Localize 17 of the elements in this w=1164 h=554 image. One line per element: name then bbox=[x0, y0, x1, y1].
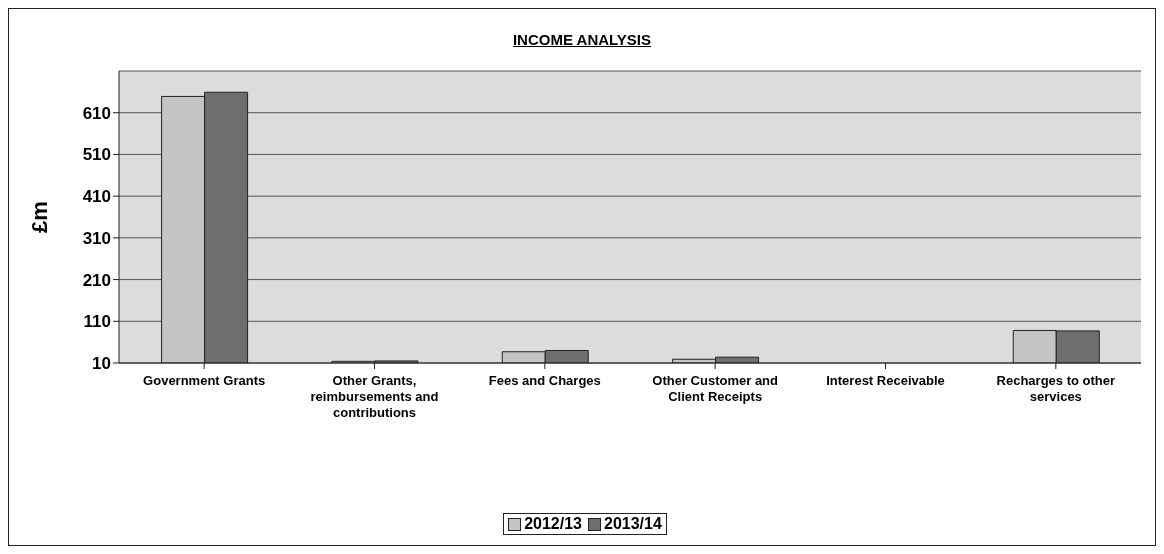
legend-label: 2013/14 bbox=[603, 515, 662, 533]
x-tick-label: Government Grants bbox=[143, 373, 266, 388]
y-tick-label: 210 bbox=[82, 270, 111, 290]
y-axis-title: £m bbox=[26, 201, 52, 233]
chart-title: INCOME ANALYSIS bbox=[511, 30, 653, 50]
y-tick-label: 310 bbox=[82, 228, 111, 248]
legend-label: 2012/13 bbox=[523, 515, 582, 533]
x-tick-label: Other Grants, reimbursements and contributions bbox=[310, 373, 439, 420]
x-tick-label: Fees and Charges bbox=[488, 373, 601, 388]
y-tick-label: 510 bbox=[82, 145, 111, 165]
y-tick-label: 610 bbox=[82, 103, 111, 123]
y-tick-label: 410 bbox=[82, 187, 111, 207]
x-tick-label: Interest Receivable bbox=[826, 373, 945, 388]
x-tick-label: Other Customer and Client Receipts bbox=[652, 373, 779, 404]
y-tick-label: 10 bbox=[92, 354, 111, 374]
y-tick-label: 110 bbox=[83, 312, 111, 332]
x-tick-label: Recharges to other services bbox=[996, 373, 1116, 404]
